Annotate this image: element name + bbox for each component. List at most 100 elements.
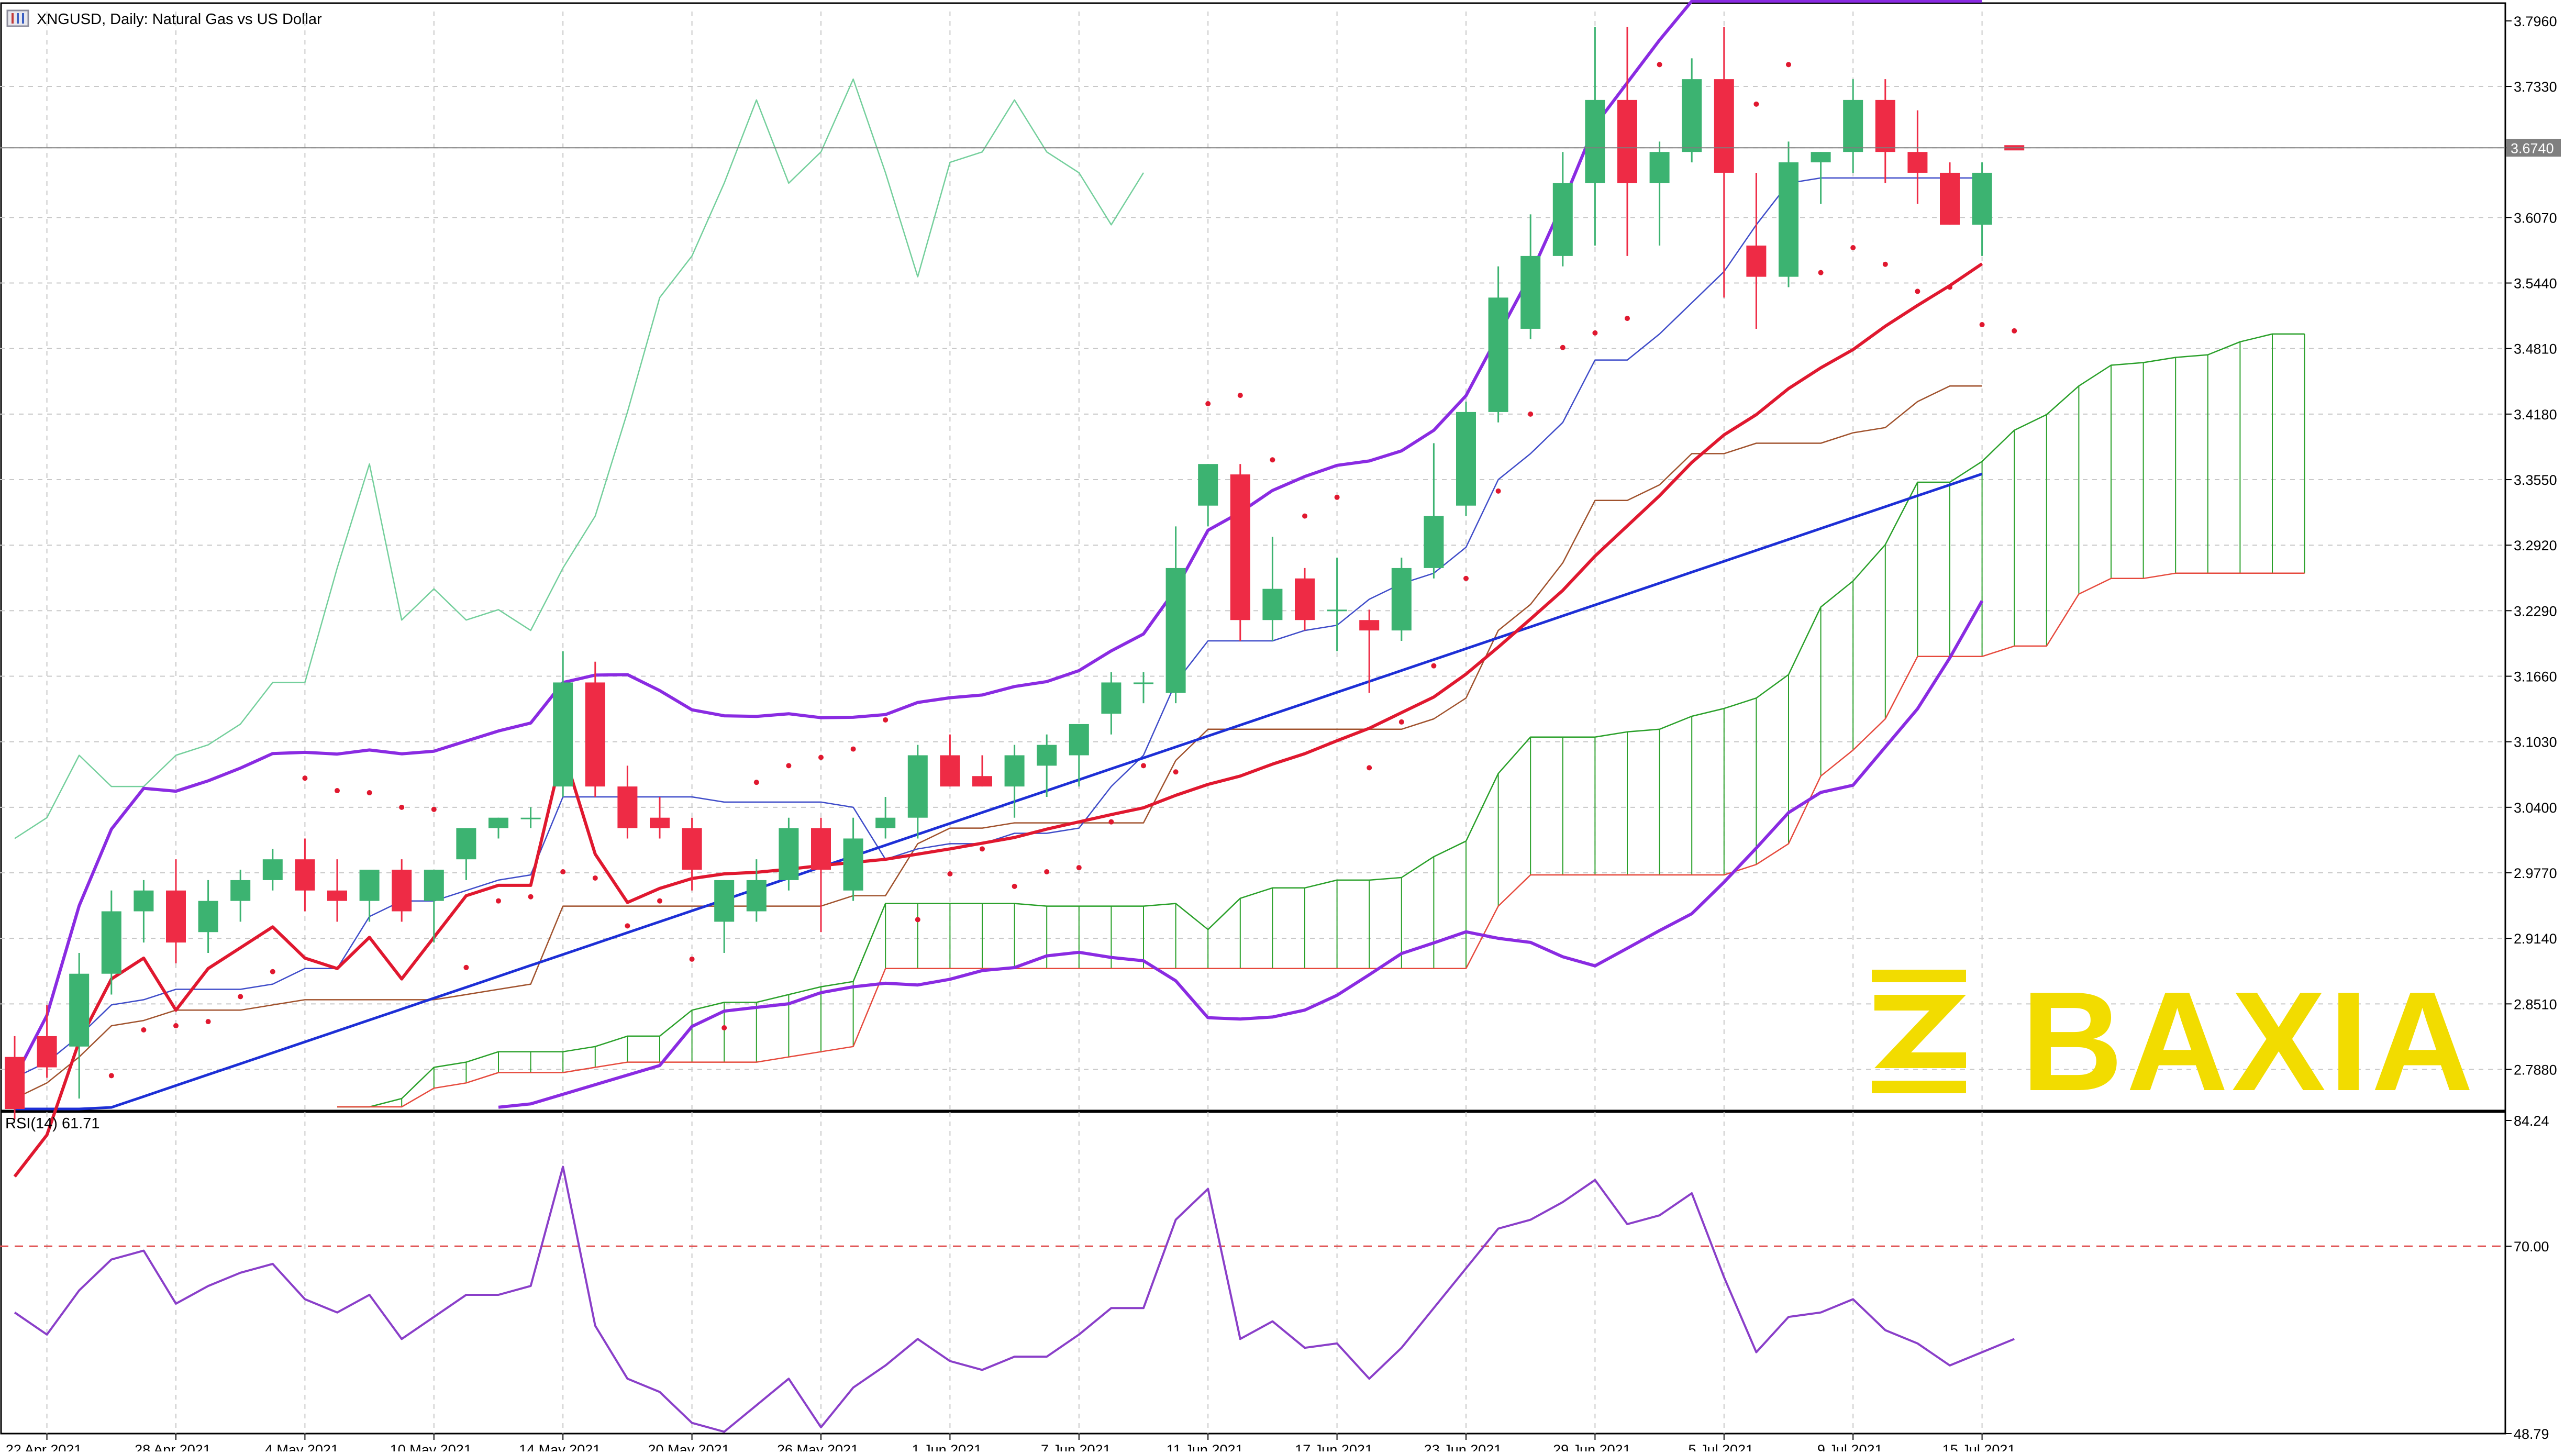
candle-bullish bbox=[1198, 464, 1218, 506]
psar-dot bbox=[947, 871, 953, 876]
psar-dot bbox=[1592, 330, 1598, 336]
bollinger-upper-line bbox=[13, 0, 1982, 1079]
psar-dot bbox=[108, 1073, 114, 1079]
candle-bearish bbox=[5, 1057, 25, 1109]
time-tick-label: 14 May 2021 bbox=[519, 1442, 601, 1451]
slow-moving-average-line bbox=[15, 472, 1983, 1111]
chart-header: XNGUSD, Daily: Natural Gas vs US Dollar bbox=[6, 9, 322, 28]
candle-bearish bbox=[37, 1036, 57, 1068]
psar-dot bbox=[367, 790, 372, 796]
chikou-span-line bbox=[14, 78, 1145, 839]
psar-dot bbox=[1044, 869, 1050, 875]
time-tick-label: 17 Jun 2021 bbox=[1295, 1442, 1373, 1451]
rsi-line bbox=[14, 1166, 2015, 1433]
psar-dot bbox=[850, 746, 856, 752]
psar-dot bbox=[753, 780, 759, 785]
candle-bullish bbox=[69, 973, 90, 1047]
candle-bullish bbox=[1004, 755, 1025, 787]
psar-dot bbox=[335, 788, 340, 794]
candle-bullish bbox=[1456, 412, 1476, 506]
psar-dot bbox=[238, 994, 243, 1000]
senkou-span-a-line bbox=[337, 333, 2305, 1108]
candle-bullish bbox=[1424, 516, 1444, 568]
candle-bullish bbox=[456, 828, 476, 860]
psar-dot bbox=[141, 1027, 147, 1033]
candle-bullish bbox=[1069, 724, 1089, 756]
price-tick-label: 3.6070 bbox=[2514, 210, 2557, 226]
candle-bullish bbox=[1327, 609, 1347, 612]
price-axis: 3.7960 3.7330 3.6740 3.6070 3.5440 3.4810 3.41… bbox=[0, 14, 2561, 1078]
psar-dot bbox=[1205, 401, 1211, 406]
candle-bearish bbox=[1907, 152, 1928, 173]
candle-bearish bbox=[1230, 474, 1250, 620]
candle-bullish bbox=[134, 890, 154, 912]
candle-bearish bbox=[295, 859, 315, 891]
price-tick-label: 3.0400 bbox=[2514, 800, 2557, 816]
psar-dot bbox=[302, 775, 308, 781]
candle-bearish bbox=[811, 828, 831, 870]
candle-bearish bbox=[1875, 99, 1895, 152]
psar-dot bbox=[818, 754, 824, 760]
candle-bullish bbox=[1391, 568, 1412, 631]
price-tick-label: 3.2290 bbox=[2514, 603, 2557, 619]
psar-dot bbox=[1076, 865, 1082, 871]
time-tick-label: 1 Jun 2021 bbox=[912, 1442, 982, 1451]
psar-dot bbox=[1753, 101, 1759, 107]
time-tick-label: 10 May 2021 bbox=[390, 1442, 472, 1451]
candle-bullish bbox=[1811, 152, 1831, 163]
conversion-line bbox=[14, 177, 1982, 1079]
psar-dot bbox=[657, 898, 662, 904]
price-tick-label: 3.5440 bbox=[2514, 276, 2557, 292]
logo-wordmark: BAXIA bbox=[2021, 963, 2477, 1120]
candle-bearish bbox=[1940, 172, 1960, 225]
candle-bullish bbox=[1649, 152, 1670, 183]
psar-dot bbox=[1528, 411, 1534, 417]
candle-bullish bbox=[1972, 172, 1992, 225]
candle-bearish bbox=[1746, 246, 1767, 277]
candle-bullish bbox=[1488, 297, 1508, 412]
senkou-span-b-line bbox=[337, 572, 2305, 1108]
candle-bullish bbox=[907, 755, 928, 818]
chart-title: XNGUSD, Daily: Natural Gas vs US Dollar bbox=[37, 11, 322, 28]
psar-dot bbox=[1398, 719, 1404, 725]
candlesticks bbox=[5, 27, 2025, 1119]
rsi-tick-label: 84.24 bbox=[2514, 1113, 2549, 1129]
indicator-lines bbox=[13, 0, 1984, 1178]
candle-bearish bbox=[617, 786, 638, 828]
psar-dot bbox=[1786, 62, 1791, 68]
candle-bullish bbox=[520, 817, 541, 819]
rsi-panel: 84.24 70.00 48.79 bbox=[0, 1113, 2549, 1442]
candle-bullish bbox=[230, 880, 251, 901]
base-line bbox=[14, 385, 1982, 1100]
price-tick-label: 3.1660 bbox=[2514, 669, 2557, 685]
psar-dot bbox=[721, 1025, 727, 1031]
time-tick-label: 22 Apr 2021 bbox=[6, 1442, 82, 1451]
psar-dot bbox=[463, 964, 469, 970]
psar-dot bbox=[205, 1019, 211, 1025]
candle-bearish bbox=[1714, 79, 1734, 173]
logo-mark-bar bbox=[1872, 970, 1966, 982]
ichimoku-cloud bbox=[337, 333, 2305, 1108]
baxia-logo: BAXIA bbox=[1872, 963, 2477, 1120]
candle-bearish bbox=[392, 870, 412, 912]
price-tick-label: 3.3550 bbox=[2514, 472, 2557, 488]
time-tick-label: 7 Jun 2021 bbox=[1041, 1442, 1111, 1451]
candle-bearish bbox=[166, 890, 186, 943]
psar-dot bbox=[625, 923, 630, 929]
candle-bearish bbox=[940, 755, 960, 787]
price-tick-label: 2.8510 bbox=[2514, 996, 2557, 1012]
rsi-panel-frame bbox=[0, 1111, 2506, 1435]
psar-dot bbox=[1657, 62, 1662, 68]
candle-bullish bbox=[746, 880, 767, 912]
price-tick-label: 2.7880 bbox=[2514, 1062, 2557, 1078]
current-price-tag bbox=[2506, 139, 2561, 157]
candle-bullish bbox=[1552, 183, 1573, 256]
psar-dot bbox=[1012, 883, 1017, 889]
candle-bullish bbox=[1585, 99, 1605, 183]
candle-bearish bbox=[1617, 99, 1637, 183]
logo-mark-bar bbox=[1872, 1081, 1966, 1093]
candle-bearish bbox=[1359, 620, 1380, 631]
